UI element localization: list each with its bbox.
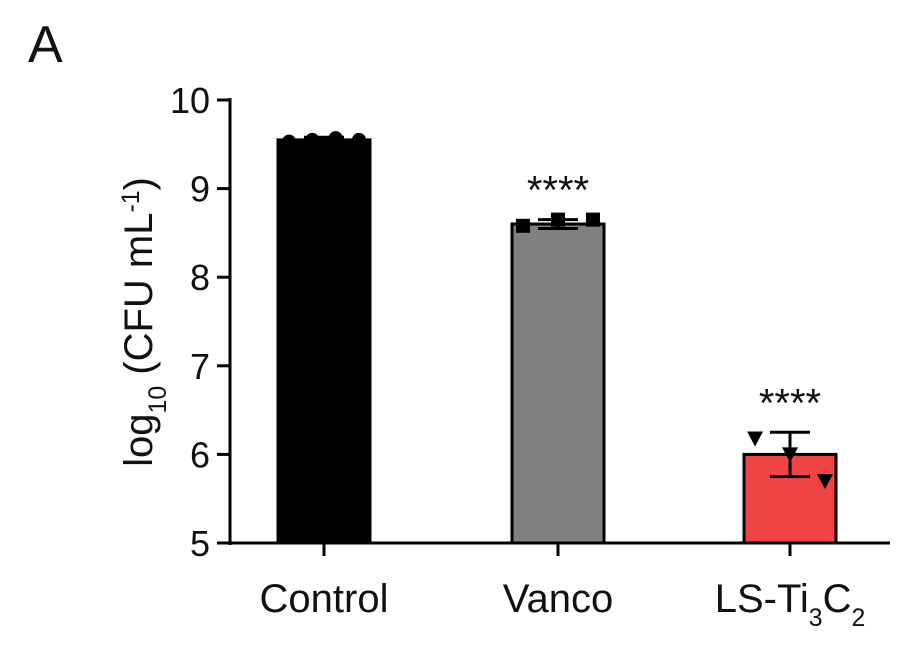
data-point — [816, 473, 833, 489]
label-part: C — [823, 577, 852, 621]
label-part: Vanco — [503, 577, 613, 621]
data-point — [747, 431, 764, 447]
label-part: LS-Ti — [715, 577, 809, 621]
data-point — [516, 218, 531, 233]
data-point — [585, 212, 600, 227]
label-part: 3 — [809, 605, 823, 632]
data-point — [305, 132, 320, 147]
data-point — [282, 134, 297, 149]
label-part: 10 — [145, 386, 172, 414]
x-tick-label: Vanco — [503, 577, 613, 621]
y-tick-label: 7 — [190, 346, 210, 387]
bar — [276, 138, 372, 545]
significance-label: **** — [759, 381, 821, 425]
label-part: (CFU mL — [117, 213, 161, 386]
significance-label: **** — [527, 169, 589, 213]
y-tick-label: 5 — [190, 523, 210, 564]
label-part: Control — [260, 577, 389, 621]
x-tick-label: Control — [260, 577, 389, 621]
data-point — [351, 132, 366, 147]
panel-label: A — [28, 16, 63, 74]
label-part: log — [117, 413, 161, 466]
x-tick-label: LS-Ti3C2 — [715, 577, 866, 632]
y-tick-label: 10 — [170, 80, 210, 121]
label-part: ) — [117, 177, 161, 190]
data-point — [328, 131, 343, 146]
y-axis-title: log10 (CFU mL-1) — [117, 177, 172, 467]
bar — [510, 222, 606, 545]
label-part: 2 — [851, 605, 865, 632]
y-tick-label: 9 — [190, 169, 210, 210]
y-tick-label: 6 — [190, 434, 210, 475]
y-tick-label: 8 — [190, 257, 210, 298]
data-point — [782, 447, 798, 463]
data-point — [551, 212, 565, 227]
label-part: -1 — [118, 190, 145, 212]
